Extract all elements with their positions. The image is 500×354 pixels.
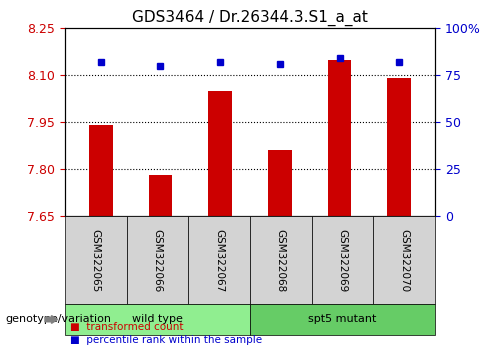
Text: genotype/variation: genotype/variation (5, 314, 111, 325)
Text: GSM322067: GSM322067 (214, 229, 224, 292)
Bar (89, 125, 112, 216)
Text: GSM322068: GSM322068 (276, 229, 286, 292)
Text: GSM322069: GSM322069 (338, 229, 347, 292)
Text: spt5 mutant: spt5 mutant (308, 314, 376, 325)
Text: ■  transformed count: ■ transformed count (70, 322, 184, 332)
Bar (208, 91, 232, 216)
Bar (388, 78, 411, 216)
Text: GSM322070: GSM322070 (399, 229, 409, 292)
Text: wild type: wild type (132, 314, 183, 325)
Title: GDS3464 / Dr.26344.3.S1_a_at: GDS3464 / Dr.26344.3.S1_a_at (132, 9, 368, 25)
Text: GSM322066: GSM322066 (152, 229, 162, 292)
Bar (148, 175, 172, 216)
Text: ■  percentile rank within the sample: ■ percentile rank within the sample (70, 335, 262, 345)
Bar (268, 150, 292, 216)
Text: GSM322065: GSM322065 (91, 229, 101, 292)
Bar (328, 59, 351, 216)
